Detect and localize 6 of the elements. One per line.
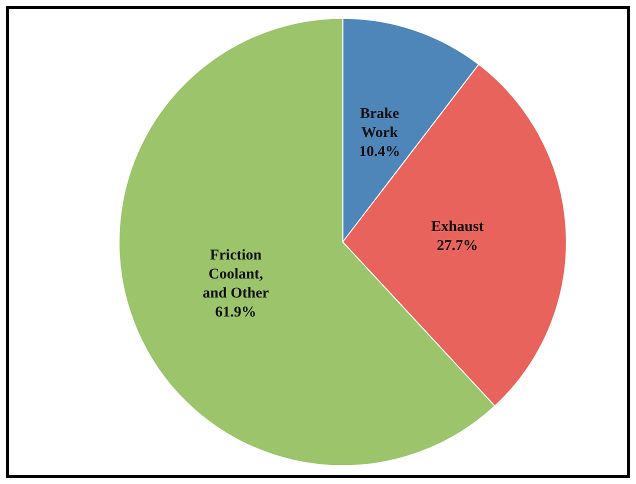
data-label: 10.4% bbox=[358, 144, 400, 160]
data-label: 61.9% bbox=[215, 304, 256, 320]
slice-label: Brake Work bbox=[360, 106, 400, 142]
slice-label: Friction Coolant, and Other bbox=[202, 247, 270, 302]
data-label: 27.7% bbox=[436, 238, 478, 254]
slice-label: Exhaust bbox=[431, 219, 484, 236]
